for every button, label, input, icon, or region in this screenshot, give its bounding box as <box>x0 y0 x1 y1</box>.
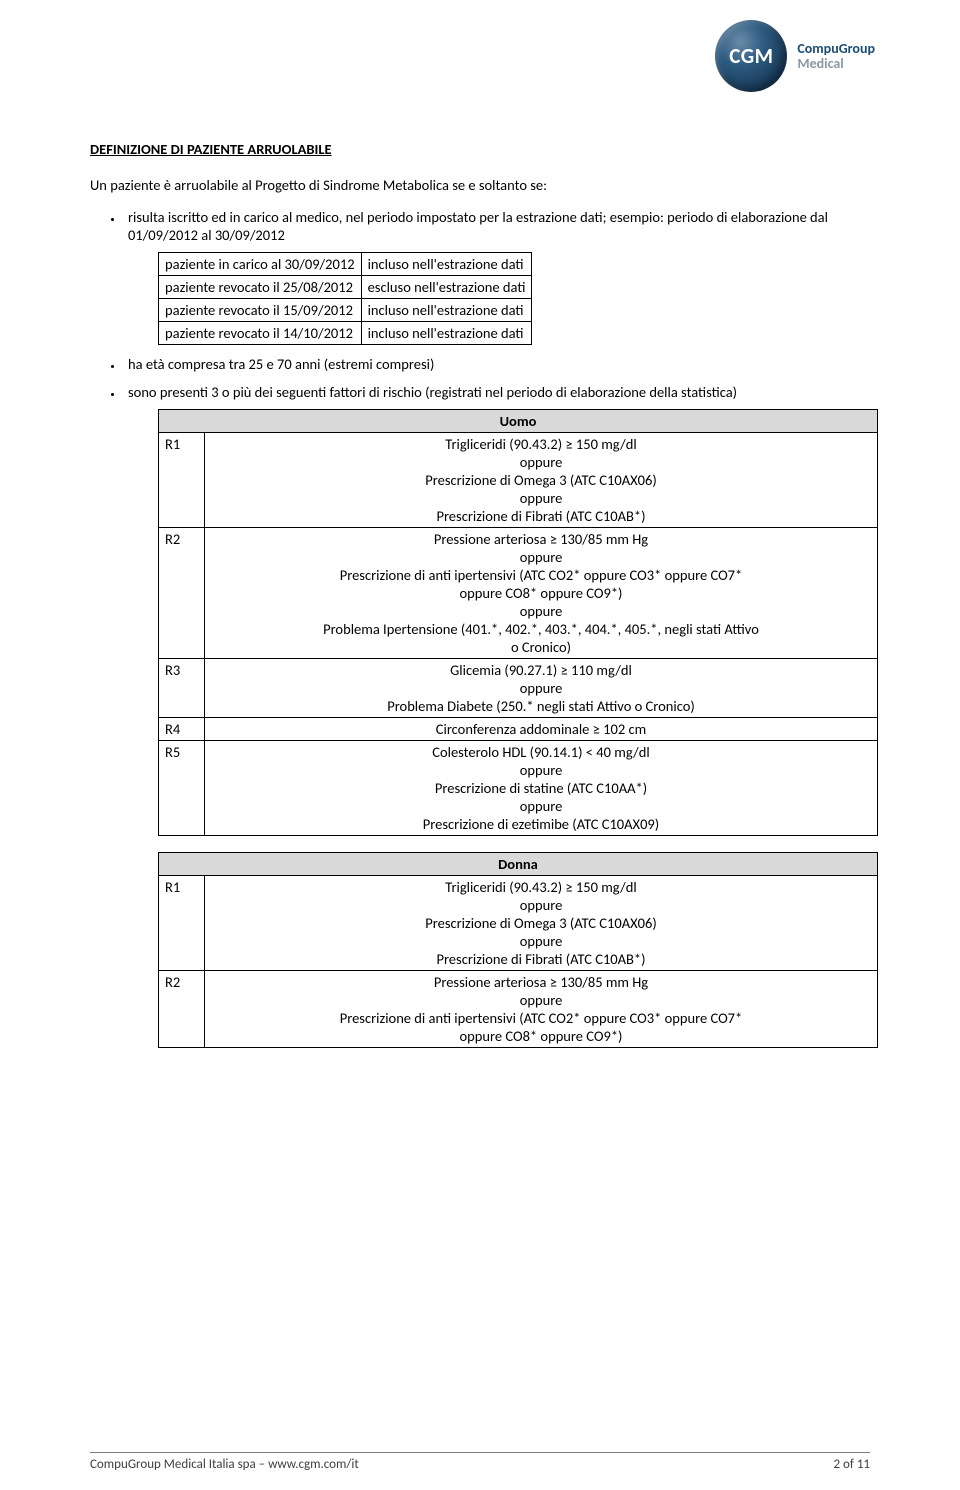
criteria-list: risulta iscritto ed in carico al medico,… <box>90 208 870 1048</box>
page-footer: CompuGroup Medical Italia spa – www.cgm.… <box>90 1452 870 1472</box>
uomo-header: Uomo <box>159 410 878 433</box>
period-cell-right: incluso nell'estrazione dati <box>361 299 532 322</box>
risk-desc: Trigliceridi (90.43.2) ≥ 150 mg/dloppure… <box>205 433 878 528</box>
footer-left: CompuGroup Medical Italia spa – www.cgm.… <box>90 1457 359 1472</box>
section-heading: DEFINIZIONE DI PAZIENTE ARRUOLABILE <box>90 140 870 158</box>
criteria-item-3-text: sono presenti 3 o più dei seguenti fatto… <box>128 383 737 401</box>
document-page: CGM CompuGroup Medical DEFINIZIONE DI PA… <box>0 0 960 1490</box>
table-row: R2 Pressione arteriosa ≥ 130/85 mm Hgopp… <box>159 528 878 659</box>
risk-label: R2 <box>159 528 205 659</box>
uomo-risk-table: Uomo R1 Trigliceridi (90.43.2) ≥ 150 mg/… <box>158 409 878 836</box>
table-header-row: Donna <box>159 853 878 876</box>
period-table: paziente in carico al 30/09/2012 incluso… <box>158 252 532 345</box>
table-row: paziente revocato il 25/08/2012 escluso … <box>159 276 532 299</box>
risk-desc: Circonferenza addominale ≥ 102 cm <box>205 718 878 741</box>
risk-desc: Trigliceridi (90.43.2) ≥ 150 mg/dloppure… <box>205 876 878 971</box>
table-row: paziente revocato il 15/09/2012 incluso … <box>159 299 532 322</box>
risk-label: R5 <box>159 741 205 836</box>
logo-line2: Medical <box>797 56 875 71</box>
period-cell-left: paziente in carico al 30/09/2012 <box>159 253 362 276</box>
period-cell-right: incluso nell'estrazione dati <box>361 322 532 345</box>
period-cell-right: escluso nell'estrazione dati <box>361 276 532 299</box>
risk-desc: Pressione arteriosa ≥ 130/85 mm Hgoppure… <box>205 528 878 659</box>
criteria-item-3: sono presenti 3 o più dei seguenti fatto… <box>124 383 870 1048</box>
table-row: R3 Glicemia (90.27.1) ≥ 110 mg/dloppureP… <box>159 659 878 718</box>
logo: CGM CompuGroup Medical <box>715 20 875 92</box>
content-body: DEFINIZIONE DI PAZIENTE ARRUOLABILE Un p… <box>90 140 870 1048</box>
table-row: R5 Colesterolo HDL (90.14.1) < 40 mg/dlo… <box>159 741 878 836</box>
criteria-item-2: ha età compresa tra 25 e 70 anni (estrem… <box>124 355 870 373</box>
table-row: paziente revocato il 14/10/2012 incluso … <box>159 322 532 345</box>
table-row: R1 Trigliceridi (90.43.2) ≥ 150 mg/dlopp… <box>159 433 878 528</box>
criteria-item-1: risulta iscritto ed in carico al medico,… <box>124 208 870 345</box>
table-row: paziente in carico al 30/09/2012 incluso… <box>159 253 532 276</box>
period-cell-left: paziente revocato il 15/09/2012 <box>159 299 362 322</box>
table-row: R2 Pressione arteriosa ≥ 130/85 mm Hgopp… <box>159 971 878 1048</box>
logo-line1: CompuGroup <box>797 41 875 56</box>
logo-badge: CGM <box>715 20 787 92</box>
criteria-item-1-text: risulta iscritto ed in carico al medico,… <box>128 208 828 244</box>
period-cell-right: incluso nell'estrazione dati <box>361 253 532 276</box>
risk-label: R3 <box>159 659 205 718</box>
risk-desc: Pressione arteriosa ≥ 130/85 mm Hgoppure… <box>205 971 878 1048</box>
period-cell-left: paziente revocato il 25/08/2012 <box>159 276 362 299</box>
donna-header: Donna <box>159 853 878 876</box>
intro-paragraph: Un paziente è arruolabile al Progetto di… <box>90 176 870 194</box>
logo-text: CompuGroup Medical <box>797 41 875 72</box>
risk-label: R2 <box>159 971 205 1048</box>
table-header-row: Uomo <box>159 410 878 433</box>
footer-right: 2 of 11 <box>834 1457 870 1472</box>
risk-label: R1 <box>159 433 205 528</box>
donna-risk-table: Donna R1 Trigliceridi (90.43.2) ≥ 150 mg… <box>158 852 878 1048</box>
table-row: R1 Trigliceridi (90.43.2) ≥ 150 mg/dlopp… <box>159 876 878 971</box>
period-cell-left: paziente revocato il 14/10/2012 <box>159 322 362 345</box>
risk-desc: Colesterolo HDL (90.14.1) < 40 mg/dloppu… <box>205 741 878 836</box>
table-row: R4 Circonferenza addominale ≥ 102 cm <box>159 718 878 741</box>
risk-desc: Glicemia (90.27.1) ≥ 110 mg/dloppureProb… <box>205 659 878 718</box>
risk-label: R4 <box>159 718 205 741</box>
risk-label: R1 <box>159 876 205 971</box>
